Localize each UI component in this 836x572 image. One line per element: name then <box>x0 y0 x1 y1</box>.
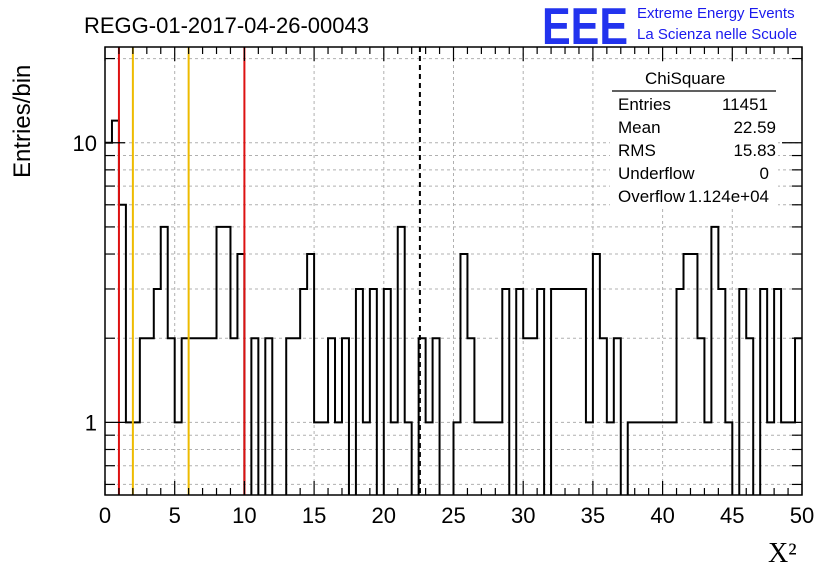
x-axis-title: X² <box>768 538 797 569</box>
x-tick-label: 15 <box>302 503 326 528</box>
x-tick-label: 10 <box>232 503 256 528</box>
x-tick-label: 40 <box>650 503 674 528</box>
stats-value-mean: 22.59 <box>733 118 776 137</box>
eee-logo: EEE <box>542 0 628 56</box>
chart-title: REGG-01-2017-04-26-00043 <box>84 13 369 38</box>
org-line2: La Scienza nelle Scuole <box>637 26 797 43</box>
stats-label-underflow: Underflow <box>618 164 695 183</box>
x-tick-label: 25 <box>441 503 465 528</box>
y-tick-label: 10 <box>73 131 97 156</box>
y-tick-label: 1 <box>85 410 97 435</box>
x-tick-label: 50 <box>790 503 814 528</box>
stats-title: ChiSquare <box>645 69 725 88</box>
stats-value-entries: 11451 <box>722 95 768 114</box>
stats-label-overflow: Overflow <box>618 187 686 206</box>
x-tick-label: 35 <box>581 503 605 528</box>
histogram-steps <box>105 119 802 495</box>
x-tick-label: 30 <box>511 503 535 528</box>
histogram <box>105 119 802 495</box>
stats-value-underflow: 0 <box>760 164 769 183</box>
x-tick-label: 5 <box>169 503 181 528</box>
y-axis-title: Entries/bin <box>9 65 36 178</box>
stats-label-entries: Entries <box>618 95 671 114</box>
org-line1: Extreme Energy Events <box>637 5 795 22</box>
stats-label-rms: RMS <box>618 141 656 160</box>
reference-lines <box>117 47 421 495</box>
stats-value-overflow: 1.124e+04 <box>688 187 769 206</box>
stats-value-rms: 15.83 <box>733 141 776 160</box>
stats-label-mean: Mean <box>618 118 661 137</box>
x-tick-label: 45 <box>720 503 744 528</box>
axis-ticks <box>104 47 803 495</box>
x-tick-label: 20 <box>372 503 396 528</box>
stats-box: ChiSquare Entries 11451 Mean 22.59 RMS 1… <box>610 62 778 208</box>
tick-labels: 0 5 10 15 20 25 30 35 40 45 50 1 10 <box>73 131 815 528</box>
x-tick-label: 0 <box>99 503 111 528</box>
